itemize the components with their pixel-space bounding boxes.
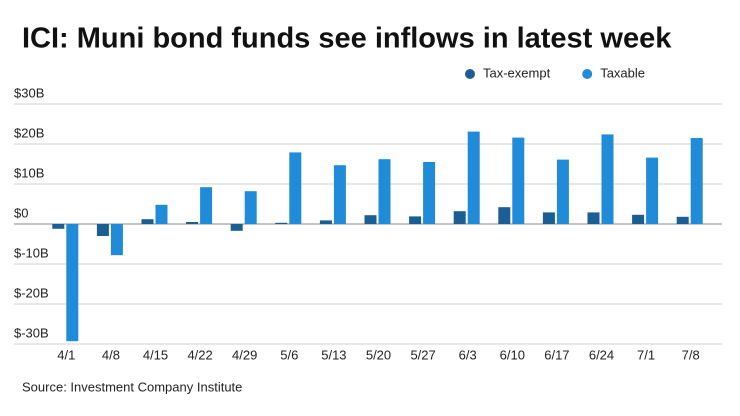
bar [556,159,569,224]
legend-marker [465,69,475,79]
x-tick-label: 5/27 [410,347,435,362]
bar [333,165,346,224]
y-tick-label: $30B [14,85,44,100]
bar [230,224,243,231]
x-tick-label: 4/1 [57,347,75,362]
bar [676,216,689,224]
bar [378,159,391,224]
bar [453,211,466,224]
bar [289,152,302,224]
bar [364,215,377,224]
x-tick-label: 4/8 [102,347,120,362]
bar [66,224,79,342]
y-tick-label: $20B [14,125,44,140]
x-tick-label: 5/13 [321,347,346,362]
bar [319,220,332,224]
legend-label: Taxable [600,65,645,80]
bar [542,212,555,224]
x-tick-label: 6/24 [589,347,614,362]
source: Source: Investment Company Institute [22,379,242,394]
bar [498,207,511,224]
bar [587,212,600,224]
x-tick-label: 7/1 [637,347,655,362]
x-tick-label: 5/20 [366,347,391,362]
bar [96,224,109,236]
y-tick-label: $10B [14,165,44,180]
bar [200,187,213,224]
legend-marker [582,69,593,79]
legend-label: Tax-exempt [483,65,551,80]
bar [110,224,123,256]
x-tick-label: 6/10 [500,347,525,362]
x-tick-label: 6/3 [459,347,477,362]
y-tick-label: $0 [14,205,28,220]
bar [632,214,645,224]
y-tick-label: $-20B [14,285,49,300]
bar [690,138,703,224]
x-tick-label: 4/29 [232,347,257,362]
bar [646,157,659,224]
chart-title: ICI: Muni bond funds see inflows in late… [22,23,672,55]
bar [155,204,168,224]
x-tick-label: 4/15 [143,347,168,362]
bar [275,222,288,224]
bar [186,222,199,224]
y-tick-label: $-30B [14,325,49,340]
bar [601,134,614,224]
bar [52,224,65,229]
x-tick-label: 4/22 [187,347,212,362]
bar [512,137,525,224]
bar [423,162,436,224]
x-tick-label: 6/17 [544,347,569,362]
x-tick-label: 5/6 [280,347,298,362]
bar [244,191,257,224]
bar [467,131,480,224]
y-tick-label: $-10B [14,245,49,260]
x-tick-label: 7/8 [682,347,700,362]
bar [141,219,154,224]
bar [409,216,422,224]
